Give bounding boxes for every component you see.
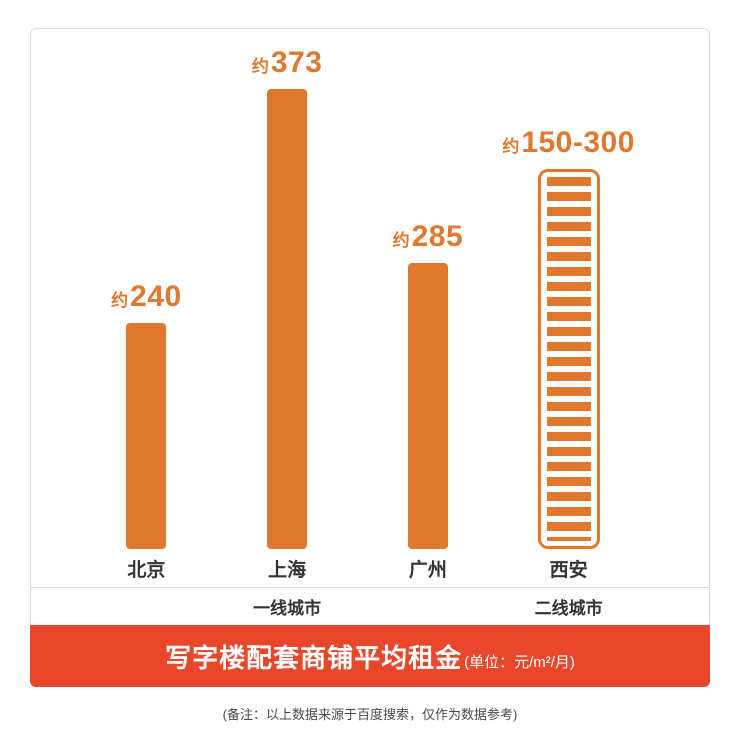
bar-solid (407, 263, 448, 549)
chart-title: 写字楼配套商铺平均租金 (165, 642, 463, 673)
value-number: 240 (130, 280, 182, 313)
value-approx-prefix: 约 (111, 291, 129, 310)
bar-column: 约 150-300 (498, 126, 639, 549)
footnote: (备注：以上数据来源于百度搜索，仅作为数据参考) (222, 707, 518, 722)
chart-unit-label: (单位：元/m²/月) (464, 653, 575, 671)
city-label: 北京 (127, 559, 166, 581)
bar-column: 约 240 (76, 280, 217, 549)
bar-solid (267, 89, 308, 549)
city-label: 广州 (408, 559, 447, 581)
bar-striped (537, 169, 600, 549)
chart-frame: 约 240 约 373 约 285 约 150-300 北京 上海 广州 西安 一线城市 二线城市 (30, 28, 710, 625)
city-label: 西安 (549, 559, 588, 581)
value-number: 150-300 (521, 126, 635, 159)
value-approx-prefix: 约 (502, 137, 520, 156)
value-number: 285 (411, 220, 464, 253)
bar-column: 约 285 (358, 220, 499, 549)
bar-solid (126, 323, 167, 549)
banner-text: 写字楼配套商铺平均租金 (单位：元/m²/月) (165, 638, 575, 675)
value-approx-prefix: 约 (251, 57, 269, 76)
group-label: 一线城市 (253, 599, 322, 618)
city-group-row: 一线城市 二线城市 (31, 588, 709, 625)
value-label: 约 240 (111, 280, 182, 314)
city-label: 上海 (268, 559, 307, 581)
bar-column: 约 373 (217, 46, 358, 549)
city-axis-row: 北京 上海 广州 西安 (31, 549, 709, 587)
value-number: 373 (270, 46, 323, 79)
bars-area: 约 240 约 373 约 285 约 150-300 (31, 29, 709, 549)
value-label: 约 150-300 (502, 126, 635, 160)
value-label: 约 285 (393, 220, 464, 254)
value-approx-prefix: 约 (392, 231, 410, 250)
value-label: 约 373 (252, 46, 323, 80)
title-banner: 写字楼配套商铺平均租金 (单位：元/m²/月) (30, 625, 710, 687)
group-label: 二线城市 (534, 599, 603, 618)
axis-divider (31, 587, 709, 588)
